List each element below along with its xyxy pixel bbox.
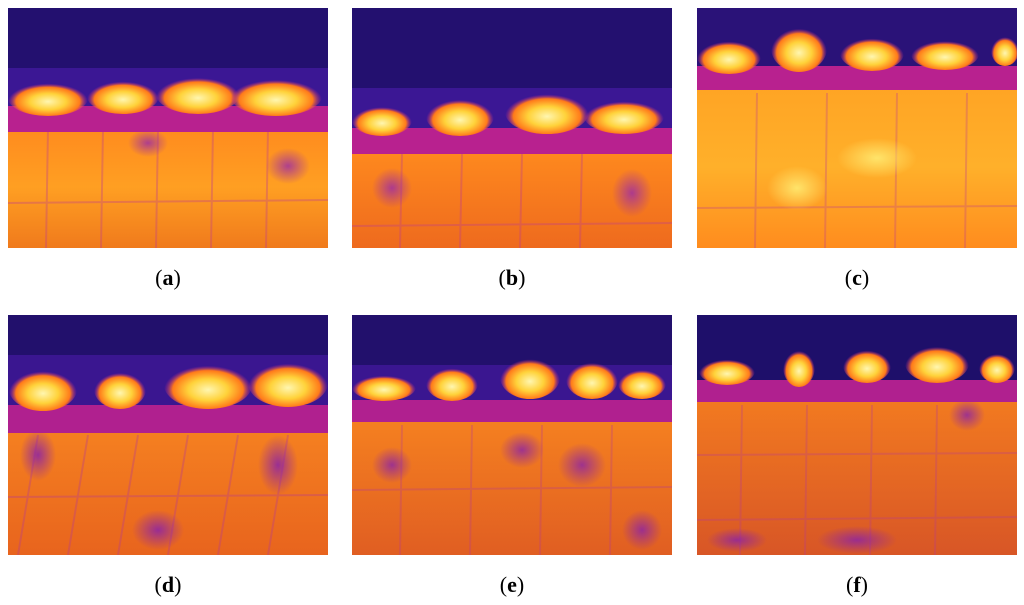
caption-e: (e) [499, 572, 525, 597]
thermal-image-b [352, 8, 672, 248]
thermal-image-d [8, 315, 328, 555]
caption-a: (a) [155, 265, 181, 290]
thermal-image-e [352, 315, 672, 555]
thermal-image-f [697, 315, 1017, 555]
caption-b: (b) [498, 265, 526, 290]
caption-c: (c) [844, 265, 870, 290]
thermal-image-c [697, 8, 1017, 248]
caption-d: (d) [154, 572, 182, 597]
caption-f: (f) [846, 572, 868, 597]
thermal-image-a [8, 8, 328, 248]
